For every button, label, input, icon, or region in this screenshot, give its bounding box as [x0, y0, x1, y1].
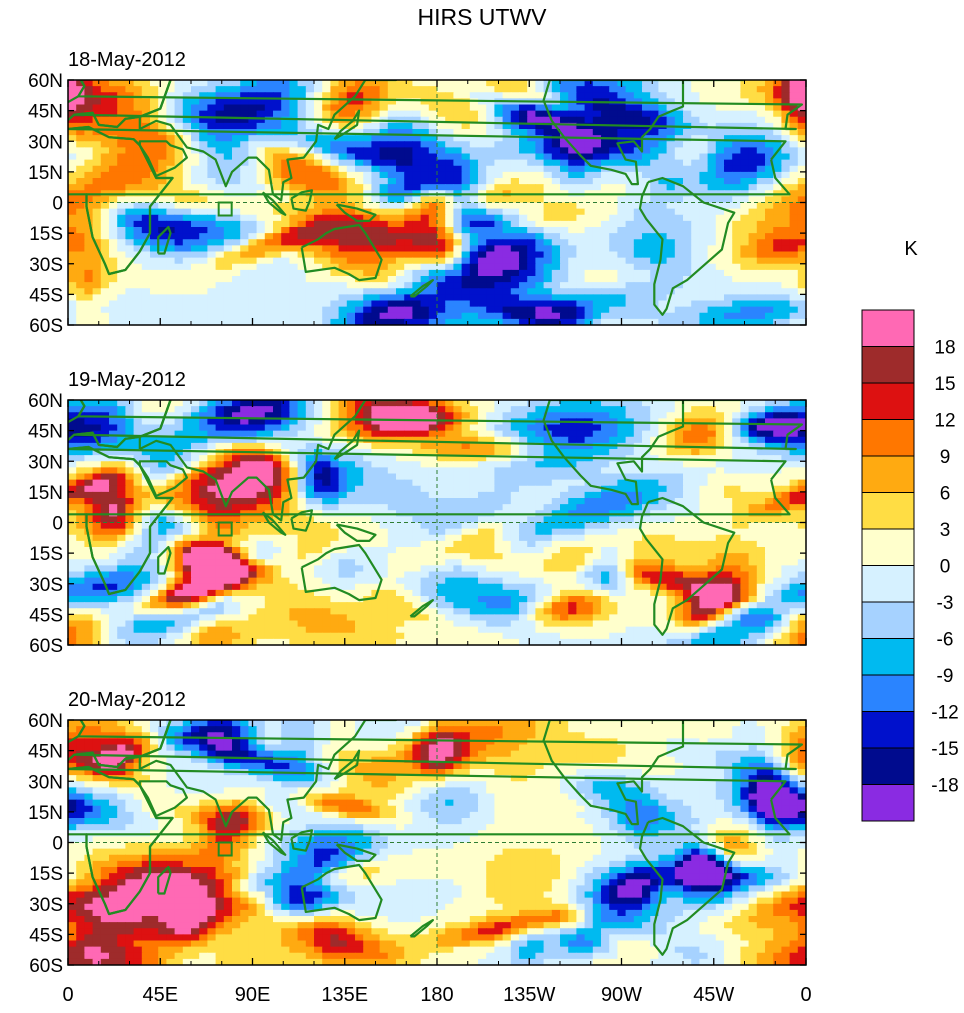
x-tick-label: 135E — [321, 984, 368, 1006]
y-tick-label: 15N — [28, 163, 63, 184]
colorbar-swatch — [861, 784, 915, 822]
colorbar-swatch — [861, 309, 915, 347]
colorbar-swatch — [861, 455, 915, 493]
colorbar-swatch — [861, 638, 915, 676]
y-tick-label: 60S — [29, 316, 63, 337]
colorbar-label: -12 — [931, 703, 958, 724]
y-tick-label: 30S — [29, 895, 63, 916]
colorbar: 18 15 12 9 6 3 0 -3 -6 -9 -12 -15 -18 — [861, 309, 959, 822]
y-tick-label: 30S — [29, 255, 63, 276]
colorbar-units: K — [904, 238, 918, 260]
x-tick-label: 90E — [235, 984, 271, 1006]
y-tick-label: 45S — [29, 285, 63, 306]
colorbar-swatch — [861, 492, 915, 530]
colorbar-swatch — [861, 346, 915, 384]
field-map — [68, 80, 806, 325]
x-tick-label: 45W — [693, 984, 734, 1006]
y-tick-label: 45S — [29, 605, 63, 626]
x-tick-label: 0 — [800, 984, 811, 1006]
colorbar-label: 12 — [934, 411, 955, 432]
colorbar-label: -18 — [931, 776, 958, 797]
y-tick-label: 15N — [28, 803, 63, 824]
y-tick-label: 30N — [28, 132, 63, 153]
colorbar-label: -15 — [931, 739, 958, 760]
colorbar-label: 18 — [934, 338, 955, 359]
y-tick-label: 45N — [28, 102, 63, 123]
colorbar-swatch — [861, 565, 915, 603]
y-tick-label: 15S — [29, 544, 63, 565]
panel-date: 20-May-2012 — [68, 689, 186, 711]
y-tick-label: 60N — [28, 391, 63, 412]
region-box — [217, 841, 233, 857]
x-tick-label: 45E — [142, 984, 178, 1006]
panels: 18-May-201260N45N30N15N015S30S45S60S19-M… — [28, 49, 811, 1006]
y-tick-label: 60S — [29, 636, 63, 657]
colorbar-label: 9 — [940, 447, 951, 468]
region-box — [217, 201, 233, 217]
colorbar-label: 0 — [940, 557, 951, 578]
coastlines — [68, 80, 804, 316]
colorbar-swatch — [861, 528, 915, 566]
panel-date: 18-May-2012 — [68, 49, 186, 71]
colorbar-swatch — [861, 747, 915, 785]
region-box — [217, 521, 233, 537]
colorbar-swatch — [861, 711, 915, 749]
colorbar-label: -6 — [937, 630, 954, 651]
field-map — [68, 400, 806, 645]
y-tick-label: 30N — [28, 772, 63, 793]
y-tick-label: 0 — [52, 194, 63, 215]
y-tick-label: 45N — [28, 742, 63, 763]
chart-title: HIRS UTWV — [417, 4, 547, 30]
coastlines — [68, 720, 804, 956]
colorbar-label: 15 — [934, 374, 955, 395]
y-tick-label: 0 — [52, 514, 63, 535]
colorbar-label: 3 — [940, 520, 951, 541]
colorbar-label: 6 — [940, 484, 951, 505]
colorbar-swatch — [861, 674, 915, 712]
colorbar-swatch — [861, 601, 915, 639]
y-tick-label: 60N — [28, 71, 63, 92]
y-tick-label: 15S — [29, 864, 63, 885]
y-tick-label: 30S — [29, 575, 63, 596]
y-tick-label: 15N — [28, 483, 63, 504]
panel-date: 19-May-2012 — [68, 369, 186, 391]
y-tick-label: 60N — [28, 711, 63, 732]
x-tick-label: 90W — [601, 984, 642, 1006]
y-tick-label: 60S — [29, 956, 63, 977]
x-tick-label: 0 — [62, 984, 73, 1006]
colorbar-swatch — [861, 419, 915, 457]
colorbar-label: -9 — [937, 666, 954, 687]
y-tick-label: 15S — [29, 224, 63, 245]
y-tick-label: 30N — [28, 452, 63, 473]
y-tick-label: 45S — [29, 925, 63, 946]
coastlines — [68, 400, 804, 636]
y-tick-label: 0 — [52, 834, 63, 855]
x-tick-label: 135W — [503, 984, 555, 1006]
colorbar-swatch — [861, 382, 915, 420]
colorbar-label: -3 — [937, 593, 954, 614]
y-tick-label: 45N — [28, 422, 63, 443]
x-tick-label: 180 — [420, 984, 453, 1006]
